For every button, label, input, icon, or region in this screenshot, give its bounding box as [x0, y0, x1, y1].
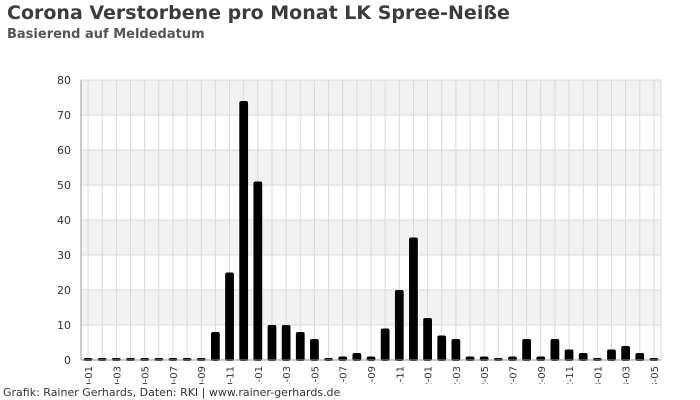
y-tick-label: 10	[57, 319, 71, 332]
bar	[225, 272, 234, 361]
chart-title: Corona Verstorbene pro Monat LK Spree-Ne…	[7, 2, 510, 24]
x-tick-label: 2022-01	[424, 366, 435, 400]
x-tick-label: 2020-07	[169, 366, 180, 400]
y-tick-label: 20	[57, 284, 71, 297]
y-tick-label: 50	[57, 179, 71, 192]
bar	[253, 181, 263, 361]
x-tick-label: 2022-09	[537, 366, 548, 400]
y-tick-label: 70	[57, 109, 71, 122]
x-tick-label: 2020-03	[112, 366, 123, 400]
x-tick-label: 2022-11	[565, 366, 576, 400]
x-tick-label: 2023-05	[650, 366, 661, 400]
x-tick-label: 2021-09	[367, 366, 378, 400]
x-tick-label: 2020-01	[84, 366, 95, 400]
bar	[409, 237, 418, 361]
y-tick-label: 40	[57, 214, 71, 227]
x-tick-label: 2020-05	[141, 366, 152, 400]
bar	[211, 332, 220, 361]
x-tick-label: 2022-07	[508, 366, 519, 400]
bar	[578, 353, 588, 361]
y-tick-label: 30	[57, 249, 71, 262]
x-tick-label: 2022-03	[452, 366, 463, 400]
bar	[437, 335, 447, 361]
bar	[607, 349, 616, 361]
bar	[394, 290, 404, 361]
x-tick-label: 2023-01	[593, 366, 604, 400]
bar	[239, 101, 249, 361]
x-tick-label: 2021-05	[310, 366, 321, 400]
x-tick-label: 2023-03	[622, 366, 633, 400]
bar	[380, 328, 390, 361]
chart-credit: Grafik: Rainer Gerhards, Daten: RKI | ww…	[3, 386, 341, 399]
x-tick-label: 2021-03	[282, 366, 293, 400]
bar	[550, 339, 560, 361]
x-tick-label: 2020-11	[226, 366, 237, 400]
bar	[564, 349, 574, 361]
bar	[281, 325, 291, 361]
y-tick-label: 60	[57, 144, 71, 157]
bar	[310, 339, 319, 361]
chart-subtitle: Basierend auf Meldedatum	[7, 27, 205, 42]
bar	[352, 353, 362, 361]
bar	[295, 332, 305, 361]
x-tick-label: 2022-05	[480, 366, 491, 400]
bar	[267, 325, 277, 361]
x-tick-label: 2021-01	[254, 366, 265, 400]
y-tick-label: 80	[57, 74, 71, 87]
x-tick-label: 2021-07	[339, 366, 350, 400]
y-tick-label: 0	[64, 354, 71, 367]
x-tick-label: 2021-11	[395, 366, 406, 400]
bar	[635, 353, 645, 361]
bar	[423, 318, 432, 361]
x-tick-label: 2020-09	[197, 366, 208, 400]
bar	[621, 346, 631, 361]
bar	[451, 339, 461, 361]
bar	[522, 339, 531, 361]
